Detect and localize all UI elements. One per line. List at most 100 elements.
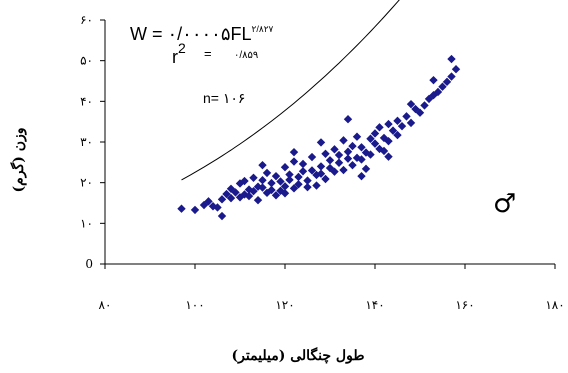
data-point (375, 123, 384, 132)
data-point (411, 104, 420, 114)
x-tick-label: ۱۸۰ (545, 298, 564, 312)
data-point (240, 176, 249, 186)
data-point (442, 77, 452, 87)
data-point (343, 154, 353, 163)
data-point (316, 169, 326, 178)
x-tick-label: ۱۴۰ (365, 298, 384, 312)
data-point (280, 182, 290, 191)
data-point (393, 116, 402, 126)
data-point (316, 162, 326, 171)
data-point (307, 166, 317, 175)
data-point (397, 121, 407, 131)
data-point (406, 118, 416, 128)
data-point (262, 168, 272, 178)
data-point (289, 147, 299, 157)
data-point (258, 183, 267, 192)
data-point (420, 101, 429, 110)
equation-text: W = ۰/۰۰۰۰۵FL۲/۸۲۷ (130, 24, 274, 44)
equation-main: W = ۰/۰۰۰۰۵FL (130, 24, 252, 44)
data-point (285, 170, 294, 179)
data-point (280, 163, 290, 172)
data-point (415, 108, 425, 117)
data-point (447, 54, 456, 64)
data-point (298, 159, 308, 169)
data-point (330, 145, 339, 154)
data-point (316, 138, 326, 147)
x-axis-title: طول چنگالی (میلیمتر) (232, 347, 365, 364)
data-point (334, 150, 344, 160)
data-point (267, 185, 276, 195)
trendline (181, 0, 400, 181)
data-point (379, 146, 389, 156)
data-point (402, 112, 411, 121)
data-point (204, 197, 213, 206)
data-point (280, 189, 290, 198)
data-point (271, 191, 281, 200)
data-point (375, 144, 384, 154)
y-tick-label: ۱۰ (80, 216, 93, 230)
data-point (447, 72, 456, 81)
y-tick-label: 0 (85, 257, 93, 271)
data-point (267, 178, 276, 188)
data-point (357, 155, 366, 164)
male-symbol: ♂ (493, 189, 516, 219)
data-point (352, 132, 362, 141)
data-point (312, 181, 321, 190)
data-point (366, 150, 375, 159)
data-point (271, 171, 281, 181)
data-point (231, 188, 240, 197)
data-point (325, 156, 335, 165)
data-point (294, 180, 303, 189)
data-point (334, 158, 344, 167)
data-point (177, 204, 186, 213)
x-tick-label: ۱۰۰ (185, 298, 204, 312)
data-point (307, 152, 317, 162)
data-point (217, 195, 227, 204)
data-point (339, 136, 348, 145)
data-point (388, 126, 398, 135)
data-point (348, 160, 357, 170)
y-tick-label: ۴۰ (80, 94, 93, 108)
r2-value: ۰/۸۵۹ (234, 50, 258, 61)
data-point (321, 149, 330, 158)
data-point (285, 175, 294, 185)
data-point (253, 182, 263, 191)
data-point (343, 147, 353, 156)
data-point (258, 160, 267, 170)
data-point (361, 164, 371, 174)
x-tick-label: ۱۶۰ (455, 298, 474, 312)
y-tick-label: ۵۰ (80, 54, 93, 68)
y-tick-label: ۲۰ (80, 176, 93, 190)
data-point (226, 184, 236, 193)
data-point (357, 171, 366, 181)
tick-labels: 0 ۱۰ ۲۰ ۳۰ ۴۰ ۵۰ ۶۰ ۸۰ ۱۰۰ ۱۲۰ ۱۴۰ ۱۶۰ ۱۸۰ (80, 13, 565, 312)
data-point (253, 195, 263, 205)
data-point (303, 176, 312, 185)
data-point (208, 202, 218, 211)
data-point (361, 148, 371, 157)
data-point (348, 141, 357, 151)
data-point (226, 193, 236, 203)
data-point (190, 205, 200, 215)
data-point (289, 184, 299, 193)
data-point (384, 152, 393, 161)
r2-equals: = (204, 46, 212, 61)
r2-label: r2 (172, 40, 186, 67)
data-point (330, 167, 339, 176)
data-point (366, 134, 375, 143)
axes (100, 19, 556, 269)
data-point (451, 65, 461, 74)
data-point (276, 177, 285, 186)
y-axis-title: وزن (گرم) (10, 128, 27, 193)
data-point (393, 130, 402, 140)
data-point (429, 75, 438, 85)
data-point (433, 87, 443, 97)
data-point (217, 211, 227, 221)
data-point (213, 203, 222, 212)
data-point (303, 182, 312, 192)
trendline-group (181, 0, 400, 181)
data-point (339, 165, 348, 175)
data-point (249, 187, 258, 196)
data-point (370, 129, 380, 138)
